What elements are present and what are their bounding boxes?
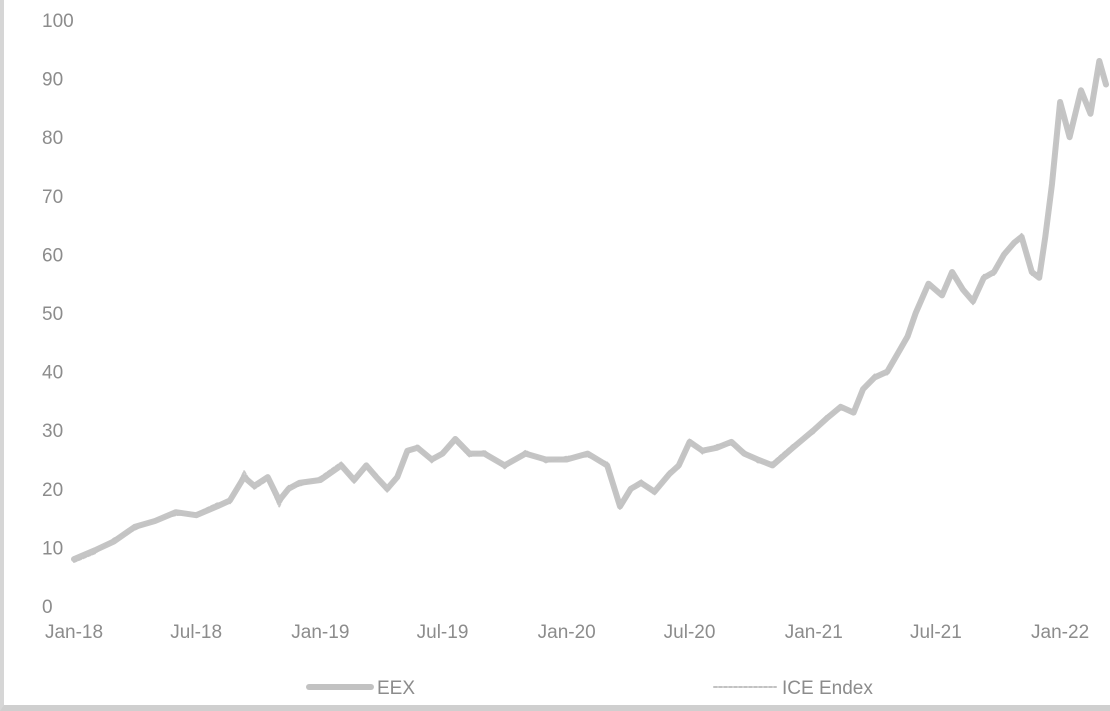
x-axis-tick-labels: Jan-18 Jul-18 Jan-19 Jul-19 Jan-20 Jul-20 Jan-… <box>45 622 1089 643</box>
y-tick-label: 70 <box>42 187 63 208</box>
y-tick-label: 30 <box>42 421 63 442</box>
y-tick-label: 40 <box>42 363 63 384</box>
x-tick-label: Jan-20 <box>538 622 596 643</box>
x-tick-label: Jul-18 <box>170 622 222 643</box>
series-line-eex <box>71 58 1109 563</box>
y-tick-label: 90 <box>42 70 63 91</box>
y-axis-tick-labels: 0 10 20 30 40 50 60 70 80 90 100 <box>42 11 74 618</box>
legend-label: EEX <box>377 678 415 699</box>
series-line-ice-endex <box>73 65 1107 563</box>
y-tick-label: 0 <box>42 597 53 618</box>
x-tick-label: Jan-21 <box>785 622 843 643</box>
y-tick-label: 20 <box>42 480 63 501</box>
series-layer <box>71 58 1109 563</box>
x-tick-label: Jan-18 <box>45 622 103 643</box>
y-tick-label: 10 <box>42 538 63 559</box>
x-tick-label: Jul-19 <box>417 622 469 643</box>
legend-label: ICE Endex <box>782 678 873 699</box>
y-tick-label: 80 <box>42 128 63 149</box>
x-tick-label: Jul-20 <box>664 622 716 643</box>
y-tick-label: 50 <box>42 304 63 325</box>
y-tick-label: 100 <box>42 11 74 32</box>
x-tick-label: Jan-19 <box>291 622 349 643</box>
legend: EEX ICE Endex <box>306 678 873 699</box>
y-tick-label: 60 <box>42 245 63 266</box>
x-tick-label: Jan-22 <box>1031 622 1089 643</box>
x-tick-label: Jul-21 <box>910 622 962 643</box>
